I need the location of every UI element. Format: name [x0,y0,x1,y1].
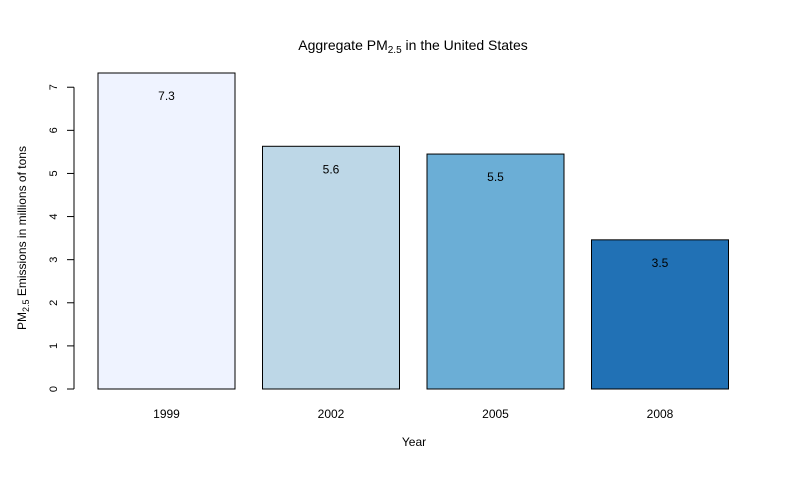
x-tick-label-2005: 2005 [482,407,509,421]
chart-title-rest: in the United States [402,37,528,53]
y-axis-label-main: PM [15,312,29,330]
chart-title-subscript: 2.5 [388,45,402,56]
data-label-2008: 3.5 [652,256,669,270]
y-axis-label-rest: Emissions in millions of tons [15,146,29,299]
y-tick-label: 5 [48,170,60,176]
bars [97,72,729,390]
bar-2008 [591,239,729,390]
y-axis: 0 1 2 3 4 5 6 7 [48,84,75,392]
data-label-2005: 5.5 [487,170,504,184]
x-axis-tick-labels: 1999 2002 2005 2008 [153,407,674,421]
x-tick-label-1999: 1999 [153,407,180,421]
y-tick-label: 4 [48,213,60,219]
data-label-1999: 7.3 [158,89,175,103]
y-axis-label-subscript: 2.5 [21,299,31,312]
y-tick-label: 2 [48,300,60,306]
bar-1999 [97,72,236,390]
y-tick-label: 6 [48,127,60,133]
x-tick-label-2008: 2008 [647,407,674,421]
data-label-2002: 5.6 [323,162,340,176]
y-tick-label: 7 [48,84,60,90]
y-axis-label: PM2.5 Emissions in millions of tons [15,146,31,330]
chart-title-main: Aggregate PM [298,37,388,53]
x-axis-label: Year [402,435,426,449]
y-tick-label: 0 [48,386,60,392]
x-tick-label-2002: 2002 [318,407,345,421]
data-labels: 7.3 5.6 5.5 3.5 [158,89,669,270]
bar-2005 [426,153,565,390]
y-tick-label: 3 [48,257,60,263]
bar-2002 [262,145,400,390]
chart-title: Aggregate PM2.5 in the United States [298,37,527,56]
y-tick-label: 1 [48,343,60,349]
